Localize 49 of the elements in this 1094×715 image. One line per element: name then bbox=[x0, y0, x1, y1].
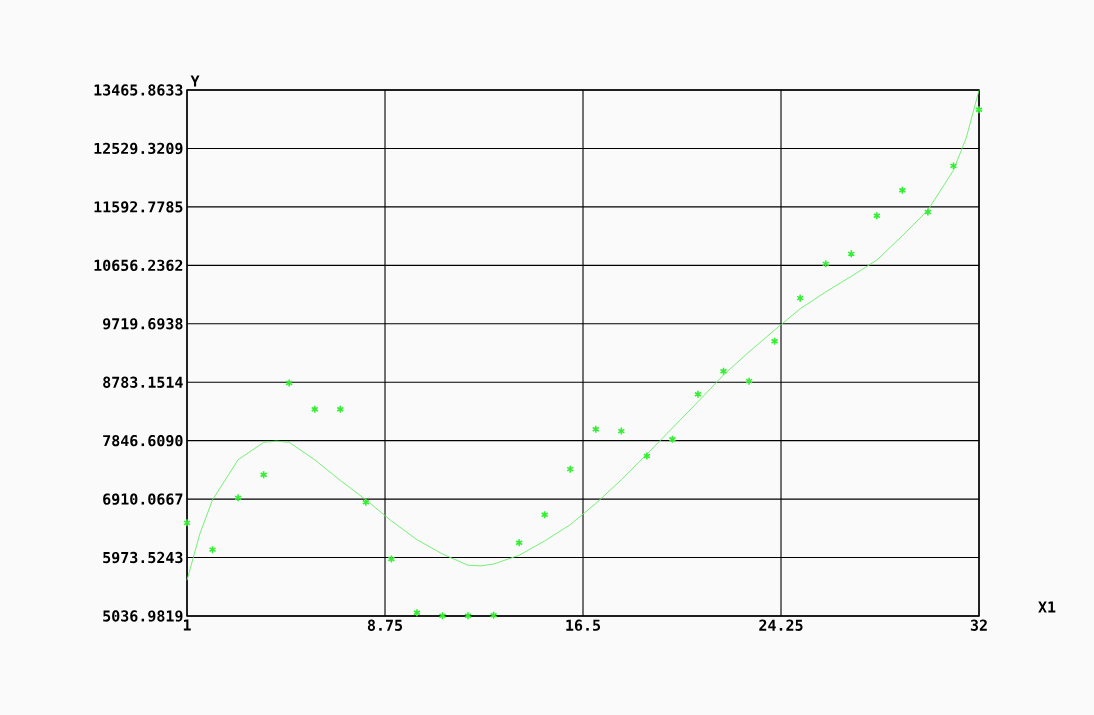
x-tick-label: 8.75 bbox=[367, 619, 403, 631]
x-tick-label: 24.25 bbox=[759, 619, 803, 631]
point bbox=[183, 518, 191, 528]
point bbox=[413, 608, 421, 617]
point bbox=[617, 426, 626, 436]
y-tick-label: 9719.6938 bbox=[103, 318, 183, 330]
point bbox=[591, 424, 600, 434]
y-tick-label: 5036.9819 bbox=[103, 610, 183, 622]
y-axis-title: Y bbox=[190, 75, 200, 87]
x-tick-label: 1 bbox=[183, 619, 191, 631]
point bbox=[745, 376, 753, 386]
x-tick-label: 32 bbox=[970, 619, 987, 631]
point bbox=[847, 249, 856, 259]
y-tick-label: 5973.5243 bbox=[103, 551, 183, 564]
point bbox=[310, 404, 319, 414]
y-tick-label: 11592.7785 bbox=[94, 201, 183, 213]
point bbox=[770, 336, 779, 346]
point bbox=[387, 554, 396, 564]
point bbox=[234, 493, 242, 503]
point bbox=[362, 497, 370, 507]
y-tick-label: 6910.0667 bbox=[103, 493, 183, 505]
point bbox=[566, 464, 575, 474]
y-tick-label: 8783.1514 bbox=[103, 376, 183, 388]
point bbox=[975, 105, 983, 115]
point bbox=[821, 259, 830, 269]
point bbox=[540, 510, 549, 520]
point bbox=[464, 611, 472, 621]
point bbox=[872, 211, 881, 221]
point bbox=[924, 207, 932, 217]
point bbox=[796, 293, 804, 303]
point bbox=[668, 434, 677, 444]
point bbox=[285, 378, 294, 388]
x-axis-title: X1 bbox=[1038, 601, 1056, 613]
y-tick-label: 10656.2362 bbox=[94, 259, 183, 271]
point bbox=[438, 611, 447, 621]
x-tick-label: 16.5 bbox=[566, 619, 601, 631]
point bbox=[489, 610, 498, 620]
point bbox=[643, 451, 651, 461]
point bbox=[336, 404, 345, 414]
y-tick-label: 12529.3209 bbox=[94, 142, 183, 155]
point bbox=[949, 161, 958, 171]
y-tick-label: 7846.6090 bbox=[103, 434, 183, 447]
point bbox=[259, 470, 268, 480]
point bbox=[208, 545, 217, 554]
point bbox=[694, 389, 702, 399]
point bbox=[898, 185, 907, 195]
point bbox=[719, 366, 728, 376]
point bbox=[515, 538, 523, 548]
y-tick-label: 13465.8633 bbox=[94, 84, 183, 96]
